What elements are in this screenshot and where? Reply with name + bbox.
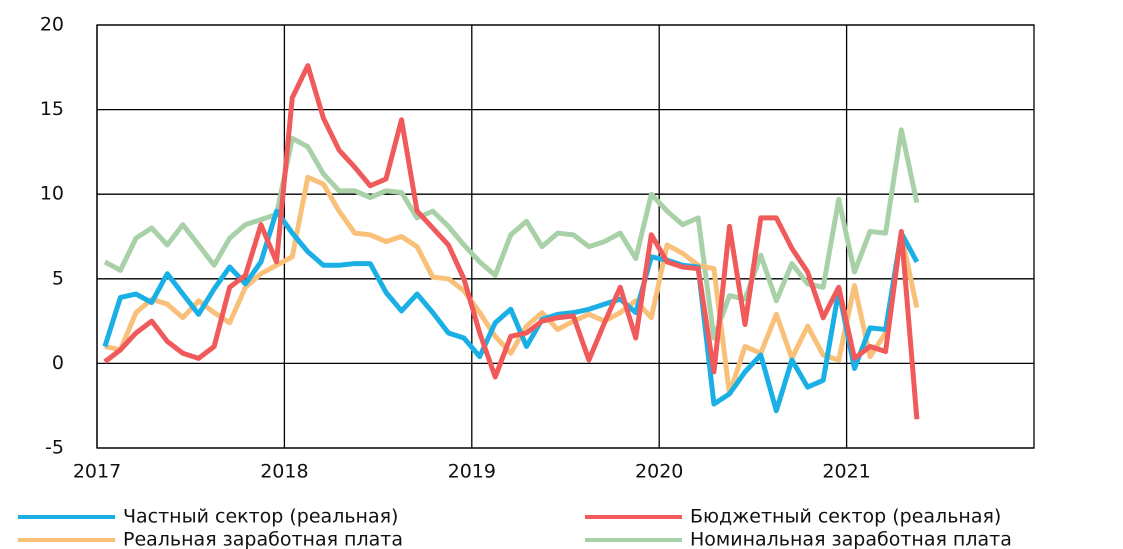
- y-tick-label: 10: [40, 183, 64, 205]
- x-tick-label: 2019: [448, 461, 496, 483]
- y-tick-label: 5: [52, 267, 64, 289]
- y-tick-label: -5: [45, 437, 64, 459]
- series-line: [104, 174, 920, 397]
- series-line: [103, 127, 920, 341]
- series-line: [103, 63, 920, 420]
- legend-label: Реальная заработная плата: [123, 529, 403, 549]
- x-tick-label: 2021: [822, 461, 870, 483]
- legend-label: Бюджетный сектор (реальная): [690, 506, 1001, 528]
- y-tick-label: 20: [40, 14, 64, 36]
- x-tick-label: 2020: [635, 461, 683, 483]
- y-tick-label: 15: [40, 98, 64, 120]
- x-tick-label: 2017: [73, 461, 121, 483]
- legend-label: Номинальная заработная плата: [690, 529, 1012, 549]
- plot-frame: [96, 24, 1035, 449]
- y-tick-label: 0: [52, 352, 64, 374]
- x-tick-label: 2018: [260, 461, 308, 483]
- legend-label: Частный сектор (реальная): [123, 506, 398, 528]
